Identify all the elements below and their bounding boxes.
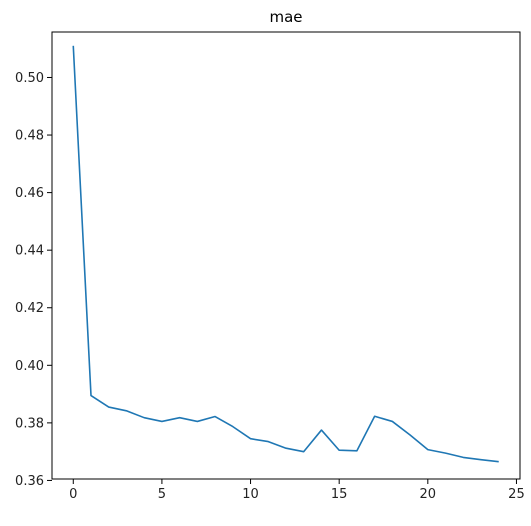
data-points (73, 45, 499, 462)
y-tick-label: 0.42 (15, 301, 44, 316)
y-tick-label: 0.40 (15, 359, 44, 374)
y-tick-label: 0.44 (15, 244, 44, 259)
x-tick-label: 5 (158, 487, 166, 502)
y-tick-label: 0.36 (15, 474, 44, 489)
x-tick-label: 10 (242, 487, 259, 502)
x-tick-label: 0 (69, 487, 77, 502)
x-tick-label: 20 (420, 487, 437, 502)
series-line (72, 45, 499, 463)
x-tick-label: 15 (331, 487, 348, 502)
x-axis: 0 5 10 15 20 25 (69, 479, 525, 502)
x-tick-label: 25 (508, 487, 525, 502)
y-tick-label: 0.48 (15, 129, 44, 144)
y-tick-label: 0.50 (15, 71, 44, 86)
y-tick-label: 0.46 (15, 186, 44, 201)
y-tick-label: 0.38 (15, 416, 44, 431)
y-axis: 0.36 0.38 0.40 0.42 0.44 0.46 0.48 0.50 (15, 71, 52, 489)
plot-frame (51, 31, 521, 480)
chart-title: mae (269, 8, 302, 26)
